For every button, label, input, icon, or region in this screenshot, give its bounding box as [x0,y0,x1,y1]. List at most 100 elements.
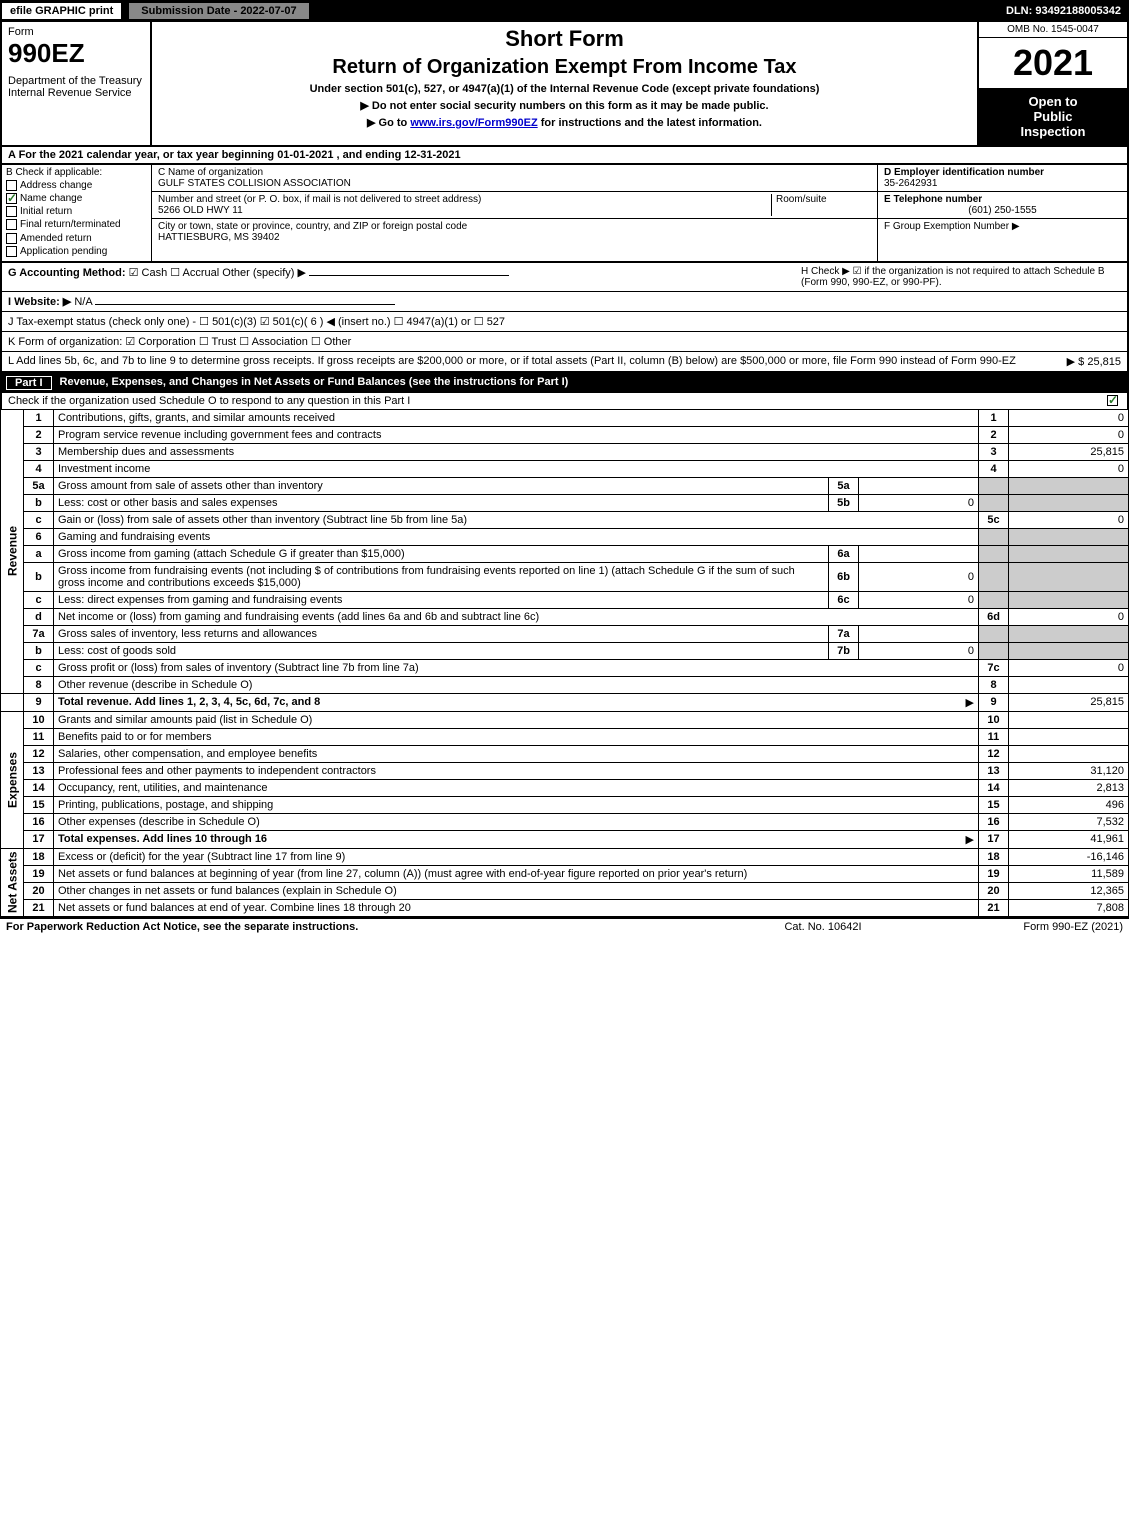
line-num: 5a [24,477,54,494]
mini-num: 7a [829,625,859,642]
line-desc: Total expenses. Add lines 10 through 16 … [54,830,979,848]
top-bar: efile GRAPHIC print Submission Date - 20… [0,0,1129,22]
checkbox-application-pending[interactable] [6,246,17,257]
table-row: Expenses 10 Grants and similar amounts p… [1,711,1129,728]
form-label: Form [8,26,144,38]
table-row: b Less: cost of goods sold 7b 0 [1,642,1129,659]
line-num: c [24,659,54,676]
shaded-cell [979,494,1009,511]
table-row: c Less: direct expenses from gaming and … [1,591,1129,608]
line-rv: 2,813 [1009,779,1129,796]
line-desc: Salaries, other compensation, and employ… [54,745,979,762]
part-1-tag: Part I [6,376,52,390]
arrow-icon: ▶ [966,696,974,709]
line-rv: -16,146 [1009,848,1129,865]
line-num: 17 [24,830,54,848]
footer-form-id: Form 990-EZ (2021) [923,921,1123,933]
efile-print-button[interactable]: efile GRAPHIC print [0,1,123,21]
line-desc: Gross income from gaming (attach Schedul… [54,545,829,562]
line-num: 20 [24,882,54,899]
table-row: 8 Other revenue (describe in Schedule O)… [1,676,1129,693]
line-num: 7a [24,625,54,642]
h-section: H Check ▶ ☑ if the organization is not r… [801,266,1121,288]
part-1-schedule-o-checkbox[interactable] [1107,395,1118,406]
checkbox-final-return[interactable] [6,219,17,230]
line-rv [1009,676,1129,693]
line-num: c [24,591,54,608]
line-rn: 12 [979,745,1009,762]
shaded-cell [1009,545,1129,562]
table-row: 6 Gaming and fundraising events [1,528,1129,545]
mini-num: 6a [829,545,859,562]
line-desc: Other revenue (describe in Schedule O) [54,676,979,693]
line-rn: 6d [979,608,1009,625]
footer-cat-no: Cat. No. 10642I [723,921,923,933]
open-to-public-box: Open to Public Inspection [979,88,1127,145]
line-rv: 7,808 [1009,899,1129,916]
l-gross-receipts-text: L Add lines 5b, 6c, and 7b to line 9 to … [8,355,1016,367]
line-num: 14 [24,779,54,796]
line-rn: 15 [979,796,1009,813]
line-rv [1009,711,1129,728]
table-row: 9 Total revenue. Add lines 1, 2, 3, 4, 5… [1,693,1129,711]
table-row: c Gross profit or (loss) from sales of i… [1,659,1129,676]
line-rv: 0 [1009,426,1129,443]
line-desc: Occupancy, rent, utilities, and maintena… [54,779,979,796]
line-rv: 0 [1009,608,1129,625]
org-name-value: GULF STATES COLLISION ASSOCIATION [158,178,871,189]
line-desc: Gross sales of inventory, less returns a… [54,625,829,642]
expenses-vert-label: Expenses [1,711,24,848]
line-rn: 20 [979,882,1009,899]
column-de-ein-phone: D Employer identification number 35-2642… [877,165,1127,261]
line-rn: 2 [979,426,1009,443]
shaded-cell [1009,477,1129,494]
g-options: ☑ Cash ☐ Accrual Other (specify) ▶ [129,267,306,279]
shaded-cell [979,642,1009,659]
open-line-1: Open to [983,94,1123,109]
part-1-table: Revenue 1 Contributions, gifts, grants, … [0,409,1129,917]
table-row: d Net income or (loss) from gaming and f… [1,608,1129,625]
line-rv: 41,961 [1009,830,1129,848]
line-rn: 5c [979,511,1009,528]
checkbox-amended-return[interactable] [6,233,17,244]
form-number: 990EZ [8,38,144,69]
shaded-cell [979,562,1009,591]
line-rv: 0 [1009,409,1129,426]
checkbox-address-change[interactable] [6,180,17,191]
line-desc: Other changes in net assets or fund bala… [54,882,979,899]
line-desc: Investment income [54,460,979,477]
shaded-cell [979,528,1009,545]
line-desc: Total revenue. Add lines 1, 2, 3, 4, 5c,… [54,693,979,711]
line-rn: 17 [979,830,1009,848]
shaded-cell [979,477,1009,494]
line-num: b [24,562,54,591]
line-rv: 496 [1009,796,1129,813]
line-num: 6 [24,528,54,545]
label-name-change: Name change [20,193,82,204]
line-desc: Printing, publications, postage, and shi… [54,796,979,813]
dept-line-2: Internal Revenue Service [8,87,144,99]
line-rn: 18 [979,848,1009,865]
label-amended-return: Amended return [20,233,92,244]
table-row: Net Assets 18 Excess or (deficit) for th… [1,848,1129,865]
i-value: N/A [74,296,92,308]
room-label: Room/suite [776,194,871,205]
shaded-cell [1009,494,1129,511]
shaded-cell [979,545,1009,562]
line-rv: 12,365 [1009,882,1129,899]
shaded-cell [1009,642,1129,659]
table-row: 14 Occupancy, rent, utilities, and maint… [1,779,1129,796]
line-num: 4 [24,460,54,477]
line-desc: Gross amount from sale of assets other t… [54,477,829,494]
ein-value: 35-2642931 [884,178,1121,189]
i-label: I Website: ▶ [8,296,71,308]
mini-num: 5b [829,494,859,511]
line-num: c [24,511,54,528]
checkbox-initial-return[interactable] [6,206,17,217]
checkbox-name-change[interactable] [6,193,17,204]
irs-link[interactable]: www.irs.gov/Form990EZ [410,117,537,129]
line-rv: 0 [1009,511,1129,528]
shaded-cell [979,591,1009,608]
mini-val: 0 [859,642,979,659]
line-rv: 31,120 [1009,762,1129,779]
